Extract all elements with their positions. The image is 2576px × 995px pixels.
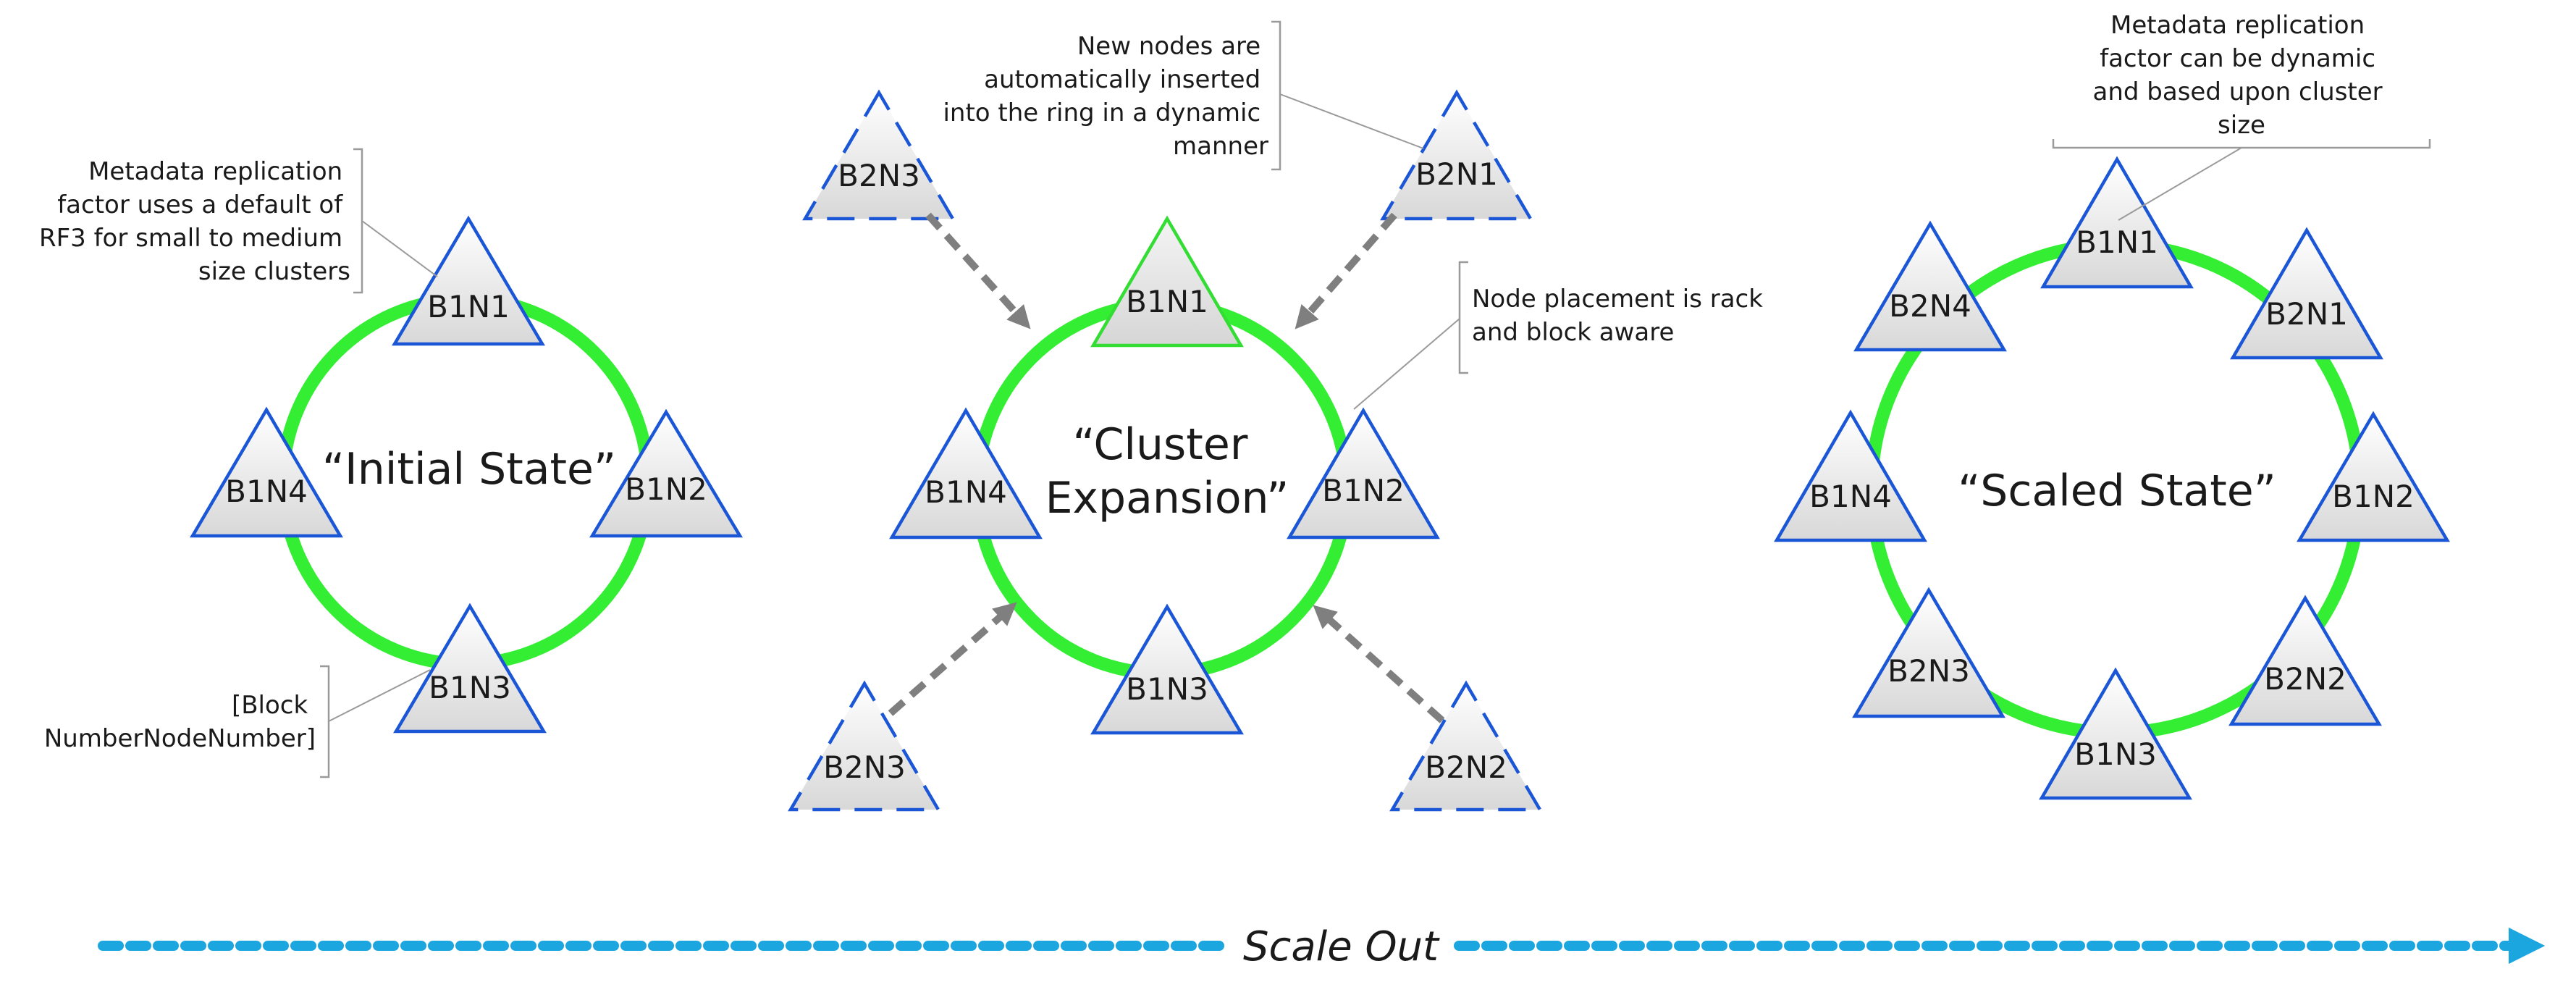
panel-cluster-expansion: “Cluster Expansion” B1N1 B1N2 B1N3 B1N4 … <box>788 20 1771 812</box>
note-text: Metadata replication factor uses a defau… <box>39 157 350 286</box>
insert-arrow-bottom-right <box>1313 605 1445 723</box>
insert-arrow-top-left <box>925 212 1031 329</box>
node-label: B2N2 <box>2264 661 2346 697</box>
node-label: B1N2 <box>625 471 707 507</box>
new-node-b2n3-top: B2N3 <box>802 89 956 221</box>
node-b1n3: B1N3 <box>1090 603 1244 735</box>
node-label: B2N1 <box>2265 296 2348 332</box>
node-b1n1: B1N1 <box>2040 156 2194 289</box>
node-b1n2: B1N2 <box>2297 411 2450 542</box>
note-leader-line <box>328 669 431 722</box>
node-label: B2N2 <box>1425 750 1507 785</box>
node-label: B1N3 <box>2074 736 2157 772</box>
node-b1n4: B1N4 <box>190 406 343 538</box>
note-leader-line <box>361 220 438 277</box>
panel-scaled-state: “Scaled State” B1N1 B2N1 B1N2 B2N2 B1N3 … <box>1774 11 2450 800</box>
note-bracket <box>2052 139 2431 149</box>
note-text: Metadata replication factor can be dynam… <box>2093 11 2391 140</box>
note-rack-aware: Node placement is rack and block aware <box>1353 261 1771 410</box>
note-bracket <box>1271 20 1281 171</box>
note-new-nodes: New nodes are automatically inserted int… <box>943 20 1424 171</box>
new-node-b2n1-top: B2N1 <box>1380 89 1533 221</box>
node-label: B2N3 <box>838 158 920 193</box>
node-label: B1N3 <box>1126 671 1208 707</box>
note-text: New nodes are automatically inserted int… <box>943 32 1268 161</box>
node-label: B2N4 <box>1889 288 1971 324</box>
node-label: B2N3 <box>823 750 906 785</box>
node-label: B1N4 <box>1809 479 1892 514</box>
node-b2n2: B2N2 <box>2228 595 2382 726</box>
note-bracket <box>353 148 363 294</box>
node-b2n3: B2N3 <box>1852 587 2005 718</box>
node-b1n3: B1N3 <box>2039 667 2192 800</box>
node-label: B1N4 <box>925 474 1007 510</box>
new-node-b2n3-bottom: B2N3 <box>788 680 941 812</box>
insert-arrow-bottom-left <box>888 602 1017 716</box>
node-label: B1N1 <box>427 289 510 324</box>
state-label-scaled: “Scaled State” <box>1958 466 2276 516</box>
note-text: [Block NumberNodeNumber] <box>44 691 316 753</box>
node-b1n3: B1N3 <box>393 603 547 734</box>
note-leader-line <box>1353 318 1460 410</box>
new-node-b2n2-bottom: B2N2 <box>1389 680 1543 812</box>
node-b1n2: B1N2 <box>1287 407 1440 540</box>
scale-out-arrow: Scale Out <box>98 923 2546 970</box>
scale-out-label: Scale Out <box>1243 923 1440 970</box>
node-b1n1-highlighted: B1N1 <box>1090 215 1244 348</box>
note-leader-line <box>1279 93 1424 149</box>
note-bracket <box>320 665 330 778</box>
node-label: B2N1 <box>1415 156 1498 192</box>
node-label: B1N1 <box>1126 284 1208 319</box>
state-label-initial: “Initial State” <box>322 444 616 495</box>
node-label: B2N3 <box>1887 653 1970 689</box>
node-b1n2: B1N2 <box>589 408 743 538</box>
node-label: B1N4 <box>225 474 308 509</box>
note-replication-dynamic: Metadata replication factor can be dynam… <box>2052 11 2431 221</box>
note-leader-line <box>2118 147 2242 221</box>
note-block-number: [Block NumberNodeNumber] <box>44 665 431 778</box>
insert-arrow-top-right <box>1295 212 1397 329</box>
node-label: B1N2 <box>1322 473 1405 508</box>
note-text: Node placement is rack and block aware <box>1472 285 1771 347</box>
panel-initial-state: “Initial State” B1N1 B1N2 B1N3 B1N4 Meta… <box>39 148 743 778</box>
node-b1n4: B1N4 <box>889 407 1043 540</box>
note-bracket <box>1458 261 1468 374</box>
node-b2n4: B2N4 <box>1853 220 2007 352</box>
note-replication-default: Metadata replication factor uses a defau… <box>39 148 438 294</box>
node-label: B1N1 <box>2076 224 2158 260</box>
node-label: B1N2 <box>2332 479 2415 514</box>
node-b1n4: B1N4 <box>1774 409 1927 542</box>
state-label-expansion: “Cluster Expansion” <box>1045 419 1289 524</box>
node-b2n1: B2N1 <box>2230 227 2383 360</box>
node-label: B1N3 <box>429 670 511 705</box>
node-b1n1: B1N1 <box>392 215 545 346</box>
